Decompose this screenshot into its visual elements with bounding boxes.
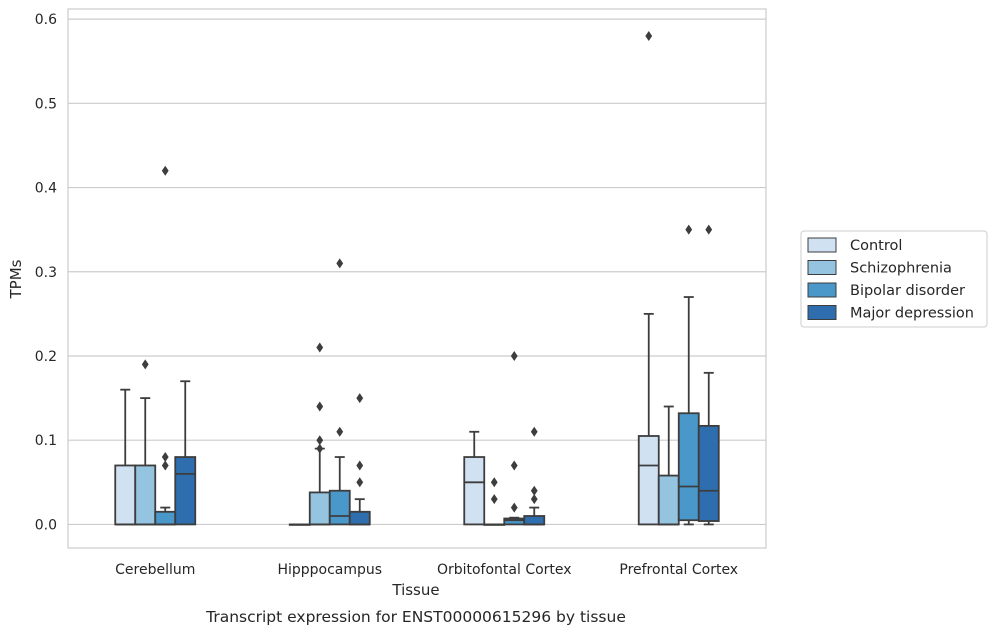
y-tick-labels: 0.0 0.1 0.2 0.3 0.4 0.5 0.6	[35, 12, 57, 533]
legend-swatch	[807, 260, 837, 275]
box-body	[657, 474, 680, 526]
y-tick-label: 0.0	[35, 517, 57, 533]
box-group	[288, 523, 311, 526]
box-group	[154, 165, 177, 526]
x-tick-label: Cerebellum	[115, 562, 195, 578]
box-body	[677, 412, 700, 522]
gridlines	[68, 18, 766, 526]
legend-item: Bipolar disorder	[807, 282, 965, 299]
box-group	[463, 430, 486, 526]
outlier-point	[705, 224, 713, 235]
outlier-point	[316, 342, 324, 353]
box-group	[657, 405, 680, 526]
outlier-point	[316, 401, 324, 412]
box-group	[174, 380, 197, 526]
outlier-point	[356, 393, 364, 404]
outlier-point	[530, 426, 538, 437]
x-tick-label: Orbitofontal Cortex	[437, 562, 572, 578]
legend-swatch	[807, 237, 837, 253]
box-body	[154, 510, 177, 526]
y-axis-label: TPMs	[7, 259, 25, 299]
y-tick-label: 0.6	[35, 12, 57, 28]
figure-caption: Transcript expression for ENST0000061529…	[205, 608, 626, 626]
legend-item: Major depression	[807, 305, 974, 322]
legend: Control Schizophrenia Bipolar disorder Majo…	[800, 230, 988, 328]
outlier-point	[685, 224, 693, 235]
outlier-point	[141, 359, 149, 370]
outlier-point	[510, 350, 518, 361]
outlier-point	[336, 426, 344, 437]
x-axis-label: Tissue	[391, 581, 439, 599]
box-body	[174, 456, 197, 526]
y-tick-label: 0.3	[35, 265, 57, 281]
box-body	[697, 424, 720, 522]
outlier-point	[530, 494, 538, 505]
box-body	[523, 515, 546, 526]
box-body	[637, 435, 660, 526]
box-group	[328, 258, 351, 526]
outlier-point	[316, 443, 324, 454]
box-group	[503, 350, 526, 526]
legend-label: Schizophrenia	[850, 261, 952, 277]
box-group	[308, 342, 331, 526]
box-group	[483, 477, 506, 526]
outlier-point	[490, 494, 498, 505]
plot-frame	[67, 8, 767, 549]
outlier-point	[645, 30, 653, 41]
box-group	[523, 426, 546, 526]
outlier-point	[161, 165, 169, 176]
outlier-point	[161, 452, 169, 463]
box-group	[114, 388, 137, 526]
x-tick-label: Hipppocampus	[277, 562, 382, 578]
legend-item: Control	[807, 237, 902, 254]
y-tick-label: 0.4	[35, 181, 57, 197]
legend-label: Control	[850, 238, 902, 254]
y-tick-label: 0.5	[35, 96, 57, 112]
legend-label: Bipolar disorder	[850, 283, 965, 299]
box-body	[134, 464, 157, 526]
box-group	[637, 30, 660, 526]
box-group	[677, 224, 700, 526]
box-body	[463, 456, 486, 526]
box-body	[348, 510, 371, 526]
box-body	[308, 491, 331, 526]
outlier-point	[161, 460, 169, 471]
outlier-point	[316, 435, 324, 446]
box-group	[348, 393, 371, 526]
legend-label: Major depression	[850, 306, 974, 322]
y-tick-label: 0.2	[35, 349, 57, 365]
outlier-point	[530, 485, 538, 496]
box-group	[134, 359, 157, 526]
legend-item: Schizophrenia	[807, 260, 952, 277]
boxes	[114, 30, 720, 526]
y-tick-label: 0.1	[35, 433, 57, 449]
x-tick-labels: Cerebellum Hipppocampus Orbitofontal Corte…	[115, 562, 738, 578]
outlier-point	[490, 477, 498, 488]
box-body	[114, 464, 137, 526]
legend-swatch	[807, 305, 837, 320]
box-body	[328, 489, 351, 526]
x-tick-label: Prefrontal Cortex	[619, 562, 738, 578]
outlier-point	[356, 460, 364, 471]
outlier-point	[336, 258, 344, 269]
outlier-point	[510, 460, 518, 471]
outlier-point	[510, 502, 518, 513]
legend-frame	[800, 230, 988, 328]
box-group	[697, 224, 720, 526]
outlier-point	[356, 477, 364, 488]
legend-swatch	[807, 282, 837, 298]
